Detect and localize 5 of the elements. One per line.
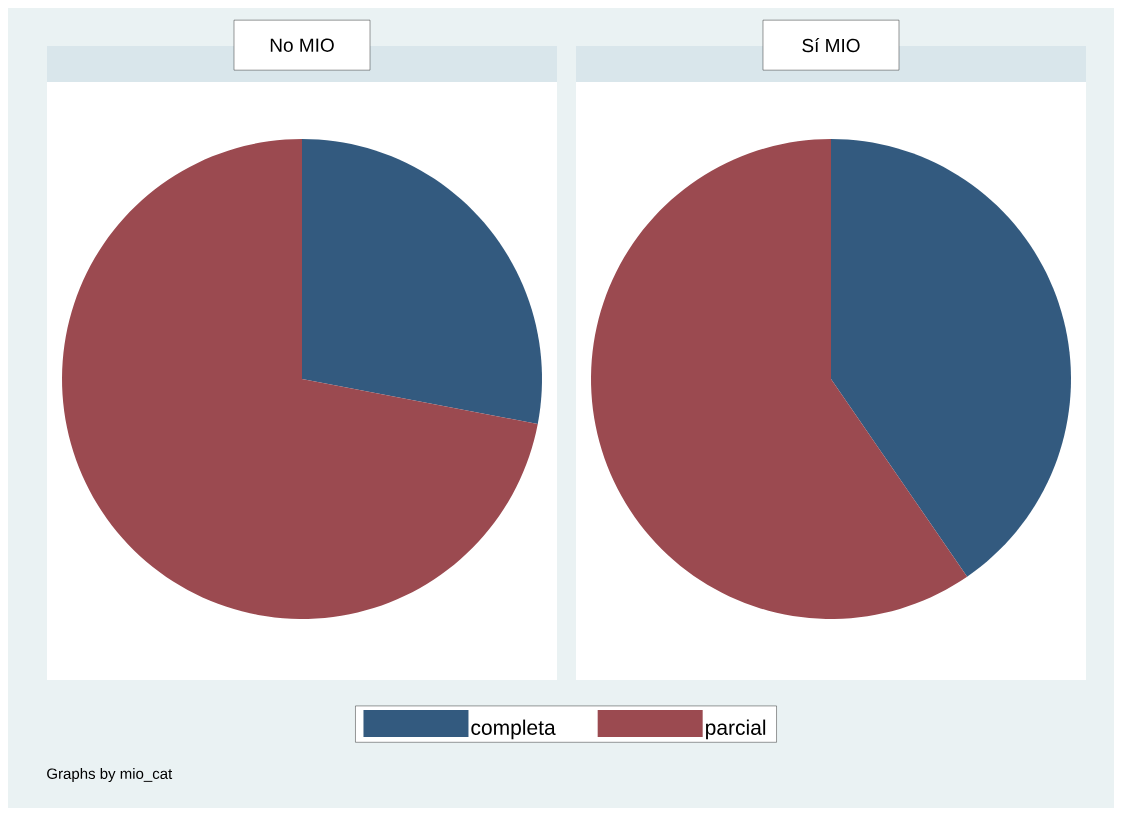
legend-label: completa xyxy=(471,719,556,740)
chart-title: No MIO xyxy=(270,38,334,52)
text: Graphs by mio_cat xyxy=(47,767,173,782)
chart-title: Sí MIO xyxy=(802,38,860,53)
legend-label: parcial xyxy=(706,719,766,740)
